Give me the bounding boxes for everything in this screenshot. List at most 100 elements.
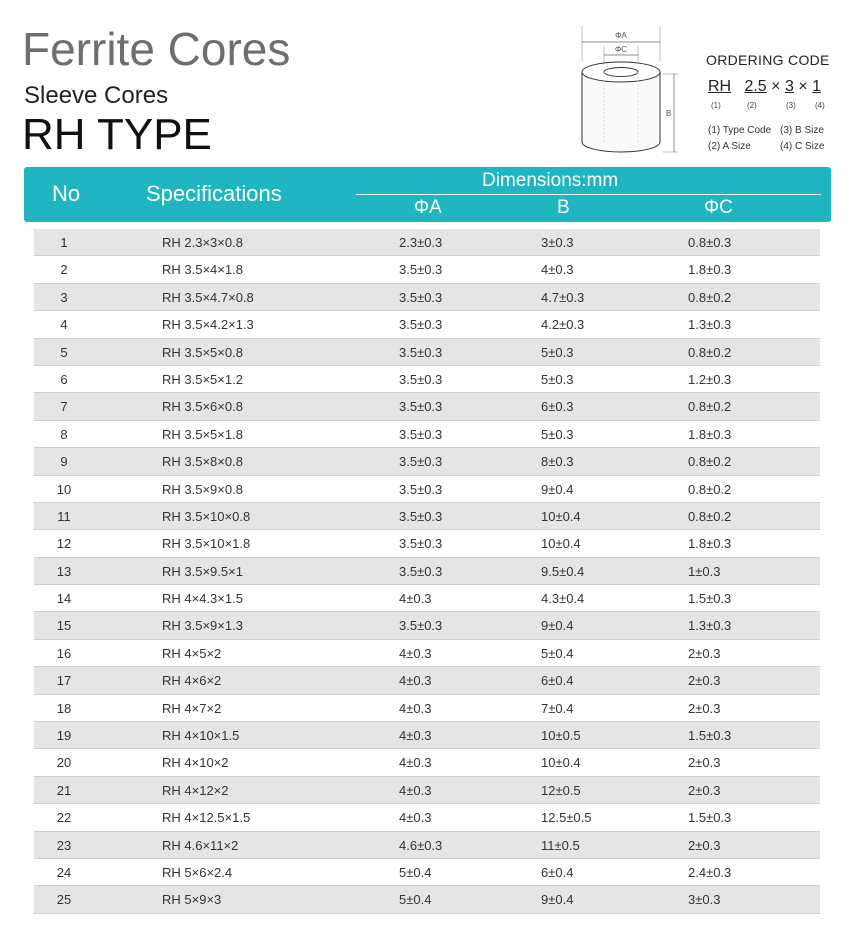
table-header: No Specifications Dimensions:mm ΦA B ΦC [24, 167, 831, 222]
cell-b: 10±0.5 [541, 728, 581, 744]
cell-no: 24 [56, 864, 72, 880]
cell-spec: RH 3.5×5×1.8 [162, 426, 243, 442]
cell-no: 22 [56, 810, 72, 826]
table-row: 4 RH 3.5×4.2×1.3 3.5±0.3 4.2±0.3 1.3±0.3 [34, 311, 820, 339]
table-row: 14 RH 4×4.3×1.5 4±0.3 4.3±0.4 1.5±0.3 [34, 585, 820, 613]
cell-c: 1.8±0.3 [688, 262, 732, 278]
table-row: 13 RH 3.5×9.5×1 3.5±0.3 9.5±0.4 1±0.3 [34, 557, 820, 586]
cell-b: 6±0.3 [541, 399, 574, 415]
table-row: 10 RH 3.5×9×0.8 3.5±0.3 9±0.4 0.8±0.2 [34, 476, 820, 503]
cell-spec: RH 5×9×3 [162, 892, 222, 908]
cell-a: 4±0.3 [399, 728, 432, 744]
cell-spec: RH 3.5×10×1.8 [162, 536, 251, 552]
table-row: 19 RH 4×10×1.5 4±0.3 10±0.5 1.5±0.3 [34, 722, 820, 750]
cell-c: 1.5±0.3 [688, 810, 732, 826]
cell-a: 3.5±0.3 [399, 536, 443, 552]
cell-spec: RH 4×12.5×1.5 [162, 810, 251, 826]
cell-c: 1.3±0.3 [688, 317, 732, 333]
table-row: 15 RH 3.5×9×1.3 3.5±0.3 9±0.4 1.3±0.3 [34, 612, 820, 640]
cell-a: 4±0.3 [399, 673, 432, 689]
cell-b: 6±0.4 [541, 673, 574, 689]
header-b: B [557, 197, 570, 218]
cell-a: 4±0.3 [399, 782, 432, 798]
cell-a: 3.5±0.3 [399, 262, 443, 278]
sleeve-core-diagram: ΦA ΦC B [581, 26, 678, 153]
table-row: 11 RH 3.5×10×0.8 3.5±0.3 10±0.4 0.8±0.2 [34, 502, 820, 531]
cell-a: 5±0.4 [399, 892, 432, 908]
cell-c: 1.8±0.3 [688, 426, 732, 442]
cell-no: 9 [60, 454, 68, 470]
cell-no: 10 [56, 481, 72, 497]
cell-c: 3±0.3 [688, 892, 721, 908]
cell-spec: RH 3.5×6×0.8 [162, 399, 243, 415]
cell-no: 2 [60, 262, 68, 278]
header-c: ΦC [704, 197, 733, 218]
cell-b: 3±0.3 [541, 235, 574, 250]
header-dimensions: Dimensions:mm [482, 170, 619, 191]
type-title: RH TYPE [22, 110, 212, 159]
cell-spec: RH 4×5×2 [162, 645, 222, 661]
cell-a: 3.5±0.3 [399, 344, 443, 360]
label-a: ΦA [615, 31, 627, 40]
cell-no: 5 [60, 344, 68, 360]
table-row: 23 RH 4.6×11×2 4.6±0.3 11±0.5 2±0.3 [34, 831, 820, 859]
cell-no: 3 [60, 289, 68, 305]
table-row: 5 RH 3.5×5×0.8 3.5±0.3 5±0.3 0.8±0.2 [34, 338, 820, 366]
cell-a: 4.6±0.3 [399, 837, 443, 853]
cell-b: 9±0.4 [541, 481, 574, 497]
cell-no: 7 [60, 399, 68, 415]
table-row: 1 RH 2.3×3×0.8 2.3±0.3 3±0.3 0.8±0.3 [34, 229, 820, 257]
cell-c: 1±0.3 [688, 563, 721, 579]
cell-spec: RH 3.5×4×1.8 [162, 262, 243, 278]
cell-c: 0.8±0.2 [688, 289, 732, 305]
cell-spec: RH 3.5×9.5×1 [162, 563, 243, 579]
cell-no: 13 [56, 563, 72, 579]
cell-c: 2±0.3 [688, 755, 721, 771]
cell-b: 5±0.4 [541, 645, 574, 661]
cell-spec: RH 3.5×9×0.8 [162, 481, 243, 497]
cell-b: 10±0.4 [541, 508, 581, 524]
cell-b: 5±0.3 [541, 371, 574, 387]
cell-no: 25 [56, 892, 72, 908]
table-row: 17 RH 4×6×2 4±0.3 6±0.4 2±0.3 [34, 667, 820, 695]
cell-a: 4±0.3 [399, 645, 432, 661]
cell-no: 21 [56, 782, 72, 798]
cell-no: 15 [56, 618, 72, 634]
cell-a: 3.5±0.3 [399, 618, 443, 634]
cell-a: 2.3±0.3 [399, 235, 443, 250]
page-subtitle: Sleeve Cores [24, 82, 169, 109]
cell-spec: RH 3.5×5×1.2 [162, 371, 243, 387]
cell-spec: RH 4×10×2 [162, 755, 229, 771]
cell-a: 4±0.3 [399, 810, 432, 826]
table-row: 25 RH 5×9×3 5±0.4 9±0.4 3±0.3 [34, 886, 820, 914]
cell-c: 1.2±0.3 [688, 371, 732, 387]
cell-b: 11±0.5 [541, 837, 580, 853]
cell-a: 5±0.4 [399, 864, 432, 880]
table-row: 16 RH 4×5×2 4±0.3 5±0.4 2±0.3 [34, 640, 820, 668]
cell-c: 2±0.3 [688, 673, 721, 689]
header-divider [356, 194, 821, 195]
cell-b: 8±0.3 [541, 454, 574, 470]
cell-no: 23 [56, 837, 72, 853]
cell-c: 0.8±0.2 [688, 481, 732, 497]
cell-c: 1.5±0.3 [688, 591, 732, 607]
cell-c: 2±0.3 [688, 645, 721, 661]
cell-a: 3.5±0.3 [399, 371, 443, 387]
cell-b: 10±0.4 [541, 755, 581, 771]
cell-c: 1.5±0.3 [688, 728, 732, 744]
table-row: 8 RH 3.5×5×1.8 3.5±0.3 5±0.3 1.8±0.3 [34, 421, 820, 449]
cell-c: 0.8±0.3 [688, 235, 732, 250]
cell-b: 5±0.3 [541, 426, 574, 442]
cell-b: 4.2±0.3 [541, 317, 585, 333]
table-row: 18 RH 4×7×2 4±0.3 7±0.4 2±0.3 [34, 695, 820, 723]
cell-c: 1.3±0.3 [688, 618, 732, 634]
cell-b: 9±0.4 [541, 618, 574, 634]
table-row: 24 RH 5×6×2.4 5±0.4 6±0.4 2.4±0.3 [34, 859, 820, 887]
cell-b: 9±0.4 [541, 892, 574, 908]
table-row: 3 RH 3.5×4.7×0.8 3.5±0.3 4.7±0.3 0.8±0.2 [34, 283, 820, 312]
cell-spec: RH 4×10×1.5 [162, 728, 240, 744]
cell-a: 3.5±0.3 [399, 454, 443, 470]
table-row: 9 RH 3.5×8×0.8 3.5±0.3 8±0.3 0.8±0.2 [34, 448, 820, 476]
cell-a: 3.5±0.3 [399, 317, 443, 333]
cell-c: 2.4±0.3 [688, 864, 732, 880]
